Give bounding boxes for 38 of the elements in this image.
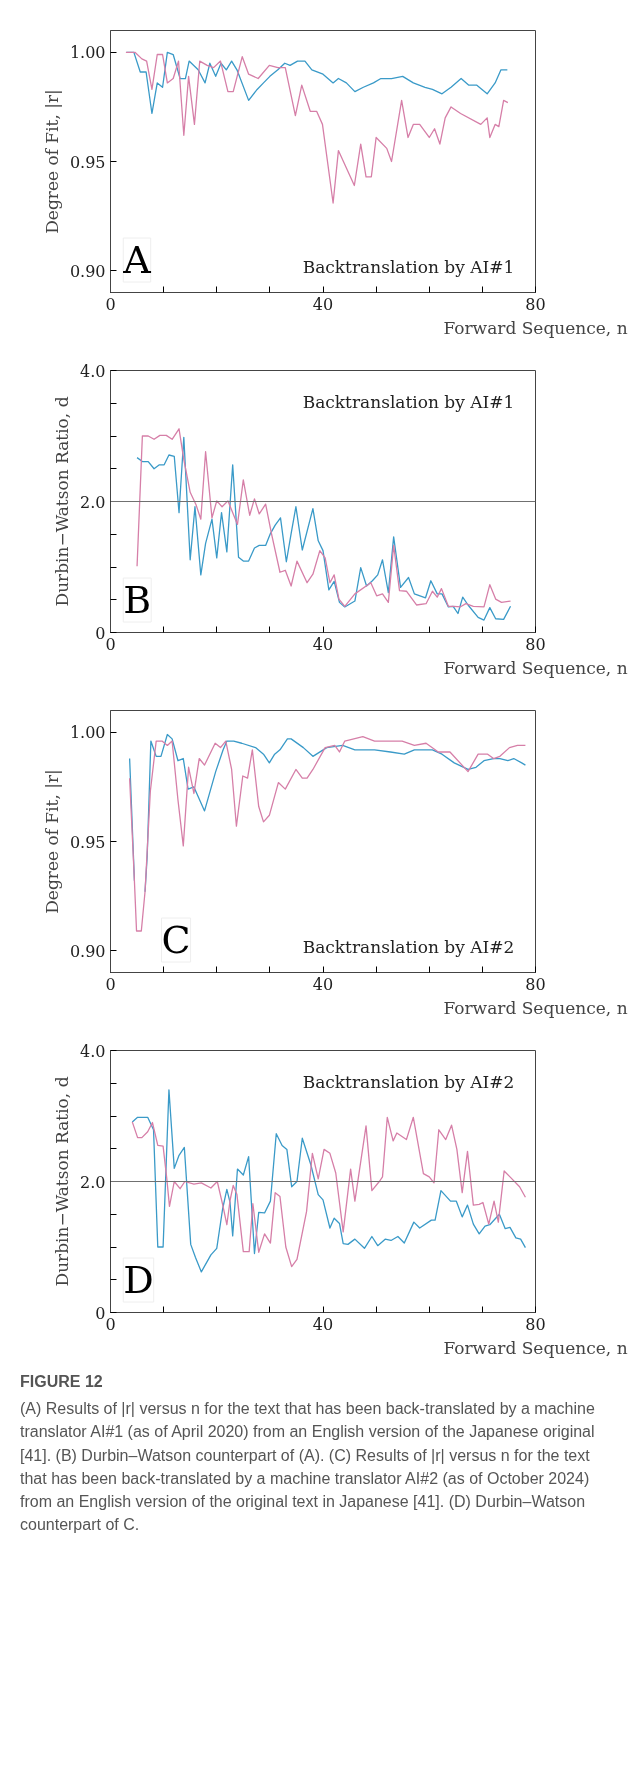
x-axis-title: Forward Sequence, n: [443, 657, 628, 678]
annotation: B: [123, 578, 152, 623]
annotation: Backtranslation by AI#1: [302, 256, 515, 277]
x-tick-label: 40: [312, 974, 334, 994]
y-tick-label: 2.0: [80, 492, 106, 512]
y-tick-label: 0.90: [69, 941, 106, 961]
y-axis-title: Durbin−Watson Ratio, d: [52, 396, 73, 607]
line-series: [125, 51, 509, 204]
x-tick-label: 40: [312, 1314, 334, 1334]
x-tick-label: 80: [525, 1314, 546, 1334]
y-axis-title: Degree of Fit, |r|: [41, 769, 62, 914]
caption: FIGURE 12: [20, 1372, 104, 1392]
x-axis-title: Forward Sequence, n: [443, 1337, 628, 1358]
annotation: D: [123, 1258, 154, 1303]
x-tick-label: 40: [312, 294, 334, 314]
y-tick-label: 0.90: [69, 261, 106, 281]
y-tick-label: 2.0: [80, 1172, 106, 1192]
annotation: A: [122, 238, 152, 283]
y-tick-label: 0.95: [69, 152, 106, 172]
x-axis-title: Forward Sequence, n: [443, 317, 628, 338]
text: (A) Results of |r| versus n for the text that has been back-translated by a machine translator AI#1 (as of April 2020) from an English version of the Japanese original [41]. (B) Durbin–Watson counterpart of (A). (C) Results of |r| versus n for the text that has been back-translated by a machine translator AI#2 (as of October 2024) from an English version of the original text in Japanese [41]. (D) Durbin–Watson counterpart of C.: [20, 1399, 596, 1536]
y-tick-label: 0.95: [69, 832, 106, 852]
y-axis-title: Durbin−Watson Ratio, d: [52, 1076, 73, 1287]
y-axis-title: Degree of Fit, |r|: [41, 89, 62, 234]
y-tick-label: 1.00: [69, 723, 106, 743]
x-tick-label: 80: [525, 634, 546, 654]
annotation: Backtranslation by AI#2: [302, 1072, 515, 1093]
annotation: Backtranslation by AI#2: [302, 936, 515, 957]
y-tick-label: 1.00: [69, 43, 106, 63]
annotation: C: [161, 918, 191, 963]
x-axis-title: Forward Sequence, n: [443, 997, 628, 1018]
annotation: Backtranslation by AI#1: [302, 392, 515, 413]
y-tick-label: 4.0: [80, 361, 106, 381]
y-tick-label: 4.0: [80, 1041, 106, 1061]
x-tick-label: 80: [525, 294, 546, 314]
x-tick-label: 80: [525, 974, 546, 994]
x-tick-label: 40: [312, 634, 334, 654]
line-series: [131, 1116, 527, 1268]
